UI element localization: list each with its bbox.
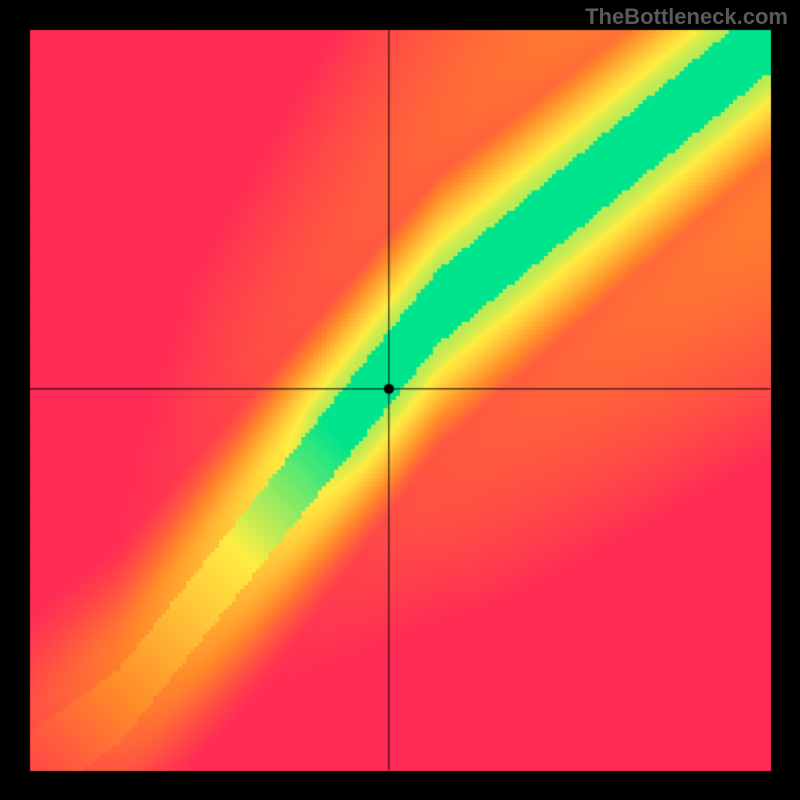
chart-container: TheBottleneck.com — [0, 0, 800, 800]
watermark-text: TheBottleneck.com — [585, 4, 788, 30]
bottleneck-heatmap — [0, 0, 800, 800]
